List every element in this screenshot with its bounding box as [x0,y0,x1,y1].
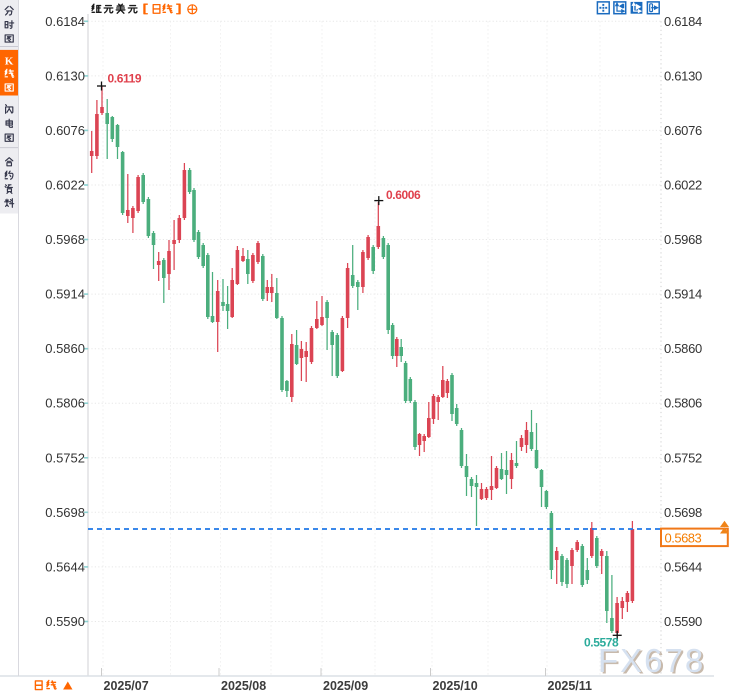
svg-text:0.6006: 0.6006 [386,188,421,202]
svg-text:0.6022: 0.6022 [664,178,702,193]
svg-text:0.5806: 0.5806 [664,396,702,411]
svg-text:0.6022: 0.6022 [45,178,85,193]
svg-text:2025/07: 2025/07 [104,679,149,693]
svg-text:0.5683: 0.5683 [665,531,702,546]
svg-text:0.5698: 0.5698 [664,505,702,520]
svg-text:0.5590: 0.5590 [664,614,702,629]
svg-text:0.5968: 0.5968 [45,232,85,247]
svg-text:0.5590: 0.5590 [45,614,85,629]
svg-text:0.5578: 0.5578 [584,636,619,650]
svg-text:0.6119: 0.6119 [108,72,142,86]
svg-text:0.5860: 0.5860 [664,341,702,356]
svg-text:0.5806: 0.5806 [45,396,85,411]
svg-text:0.6076: 0.6076 [664,123,702,138]
svg-text:FX678: FX678 [598,642,705,679]
svg-text:0.6130: 0.6130 [664,68,702,83]
svg-text:0.5752: 0.5752 [664,450,702,465]
svg-text:2025/08: 2025/08 [221,679,266,693]
svg-text:2025/10: 2025/10 [433,679,478,693]
svg-text:0.6130: 0.6130 [45,68,85,83]
svg-text:2025/09: 2025/09 [323,679,368,693]
svg-text:0.5752: 0.5752 [45,450,85,465]
svg-text:0.5914: 0.5914 [664,287,702,302]
svg-text:FX678: FX678 [600,644,707,681]
svg-text:0.5968: 0.5968 [664,232,702,247]
svg-text:0.5644: 0.5644 [664,559,702,574]
svg-text:K: K [5,56,14,68]
svg-text:0.5644: 0.5644 [45,559,85,574]
svg-text:0.6184: 0.6184 [664,14,702,29]
svg-text:0.5698: 0.5698 [45,505,85,520]
svg-text:0.6076: 0.6076 [45,123,85,138]
svg-text:0.5860: 0.5860 [45,341,85,356]
svg-text:0.6184: 0.6184 [45,14,85,29]
svg-text:2025/11: 2025/11 [548,679,593,693]
svg-text:0.5914: 0.5914 [45,287,85,302]
